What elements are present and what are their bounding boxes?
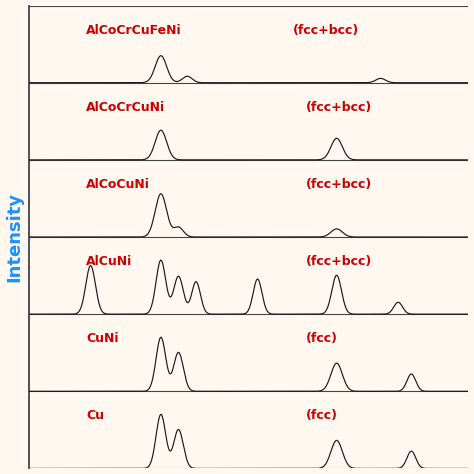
Text: Cu: Cu [86, 410, 104, 422]
Y-axis label: Intensity: Intensity [6, 192, 24, 282]
Text: (fcc+bcc): (fcc+bcc) [293, 24, 359, 37]
Text: (fcc): (fcc) [306, 410, 338, 422]
Text: AlCuNi: AlCuNi [86, 255, 132, 268]
Text: AlCoCrCuFeNi: AlCoCrCuFeNi [86, 24, 182, 37]
Text: (fcc): (fcc) [306, 332, 338, 346]
Text: AlCoCuNi: AlCoCuNi [86, 178, 150, 191]
Text: (fcc+bcc): (fcc+bcc) [306, 255, 372, 268]
Text: (fcc+bcc): (fcc+bcc) [306, 101, 372, 114]
Text: (fcc+bcc): (fcc+bcc) [306, 178, 372, 191]
Text: AlCoCrCuNi: AlCoCrCuNi [86, 101, 165, 114]
Text: CuNi: CuNi [86, 332, 118, 346]
